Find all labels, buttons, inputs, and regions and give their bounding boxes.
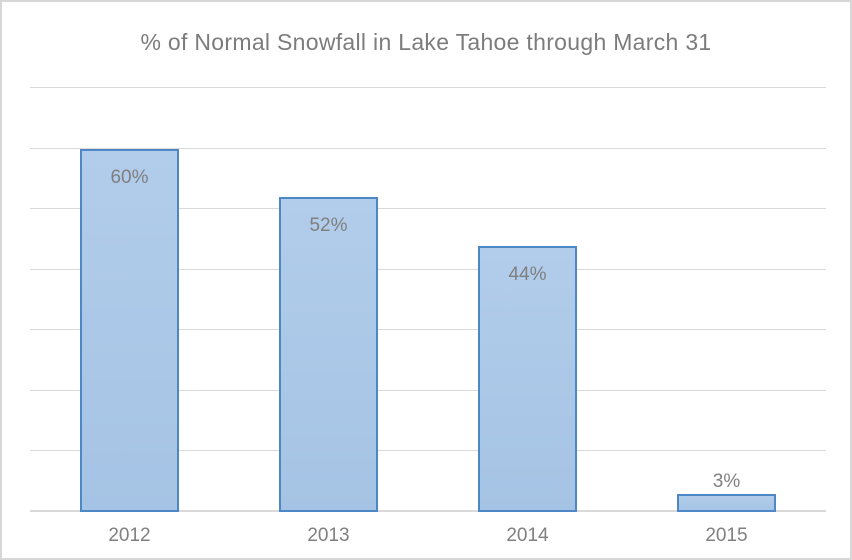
bar-2012 [80, 148, 179, 512]
data-label-2015: 3% [712, 470, 741, 492]
x-axis-label-2012: 2012 [108, 525, 151, 546]
gridline-30 [30, 329, 826, 330]
gridline-60 [30, 148, 826, 149]
plot-area: 60% 52% 44% 3% [30, 87, 826, 512]
x-axis: 2012 2013 2014 2015 [30, 524, 826, 550]
chart-title: % of Normal Snowfall in Lake Tahoe throu… [140, 29, 712, 55]
x-axis-label-2013: 2013 [307, 525, 350, 546]
data-label-2012: 60% [110, 166, 149, 188]
bar-2015 [677, 493, 776, 512]
bar-2013 [279, 197, 378, 512]
bar-2014 [478, 245, 577, 512]
x-axis-label-2015: 2015 [705, 525, 748, 546]
x-axis-label-2014: 2014 [506, 525, 549, 546]
data-label-2013: 52% [309, 215, 348, 236]
gridline-20 [30, 390, 826, 391]
gridline-50 [30, 208, 826, 209]
data-label-2014: 44% [508, 263, 547, 285]
gridline-10 [30, 450, 826, 451]
x-axis-line [30, 510, 826, 512]
gridline-40 [30, 269, 826, 270]
gridline-70 [30, 87, 826, 88]
